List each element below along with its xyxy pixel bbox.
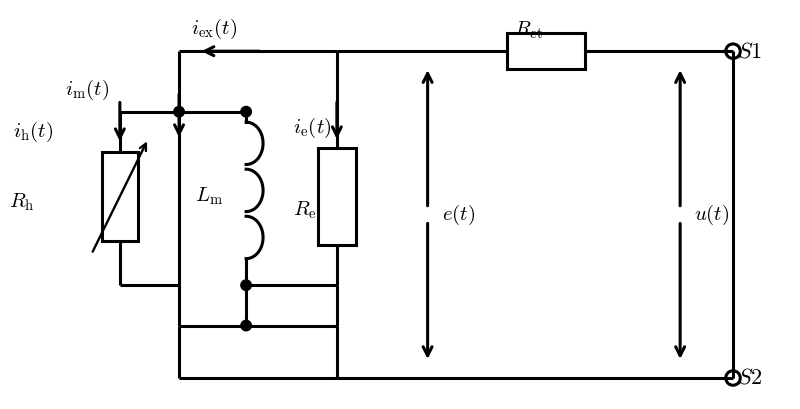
- Text: $S2$: $S2$: [737, 368, 762, 388]
- Circle shape: [174, 106, 184, 117]
- Bar: [102, 152, 138, 241]
- Bar: [318, 148, 356, 245]
- Bar: [506, 33, 586, 70]
- Text: $i_{\rm ex}(t)$: $i_{\rm ex}(t)$: [191, 17, 237, 41]
- Circle shape: [241, 280, 251, 290]
- Text: $R_{\rm e}$: $R_{\rm e}$: [294, 199, 318, 220]
- Text: $u(t)$: $u(t)$: [694, 202, 730, 227]
- Text: $i_{\rm h}(t)$: $i_{\rm h}(t)$: [14, 120, 54, 144]
- Text: $i_{\rm m}(t)$: $i_{\rm m}(t)$: [65, 77, 109, 101]
- Text: $R_{\rm h}$: $R_{\rm h}$: [10, 191, 35, 213]
- Text: $L_{\rm m}$: $L_{\rm m}$: [195, 185, 223, 207]
- Circle shape: [241, 320, 251, 331]
- Circle shape: [241, 106, 251, 117]
- Text: $e(t)$: $e(t)$: [442, 202, 475, 227]
- Text: $S1$: $S1$: [737, 41, 762, 61]
- Text: $i_{\rm e}(t)$: $i_{\rm e}(t)$: [294, 116, 332, 140]
- Text: $R_{\rm ct}$: $R_{\rm ct}$: [514, 20, 543, 41]
